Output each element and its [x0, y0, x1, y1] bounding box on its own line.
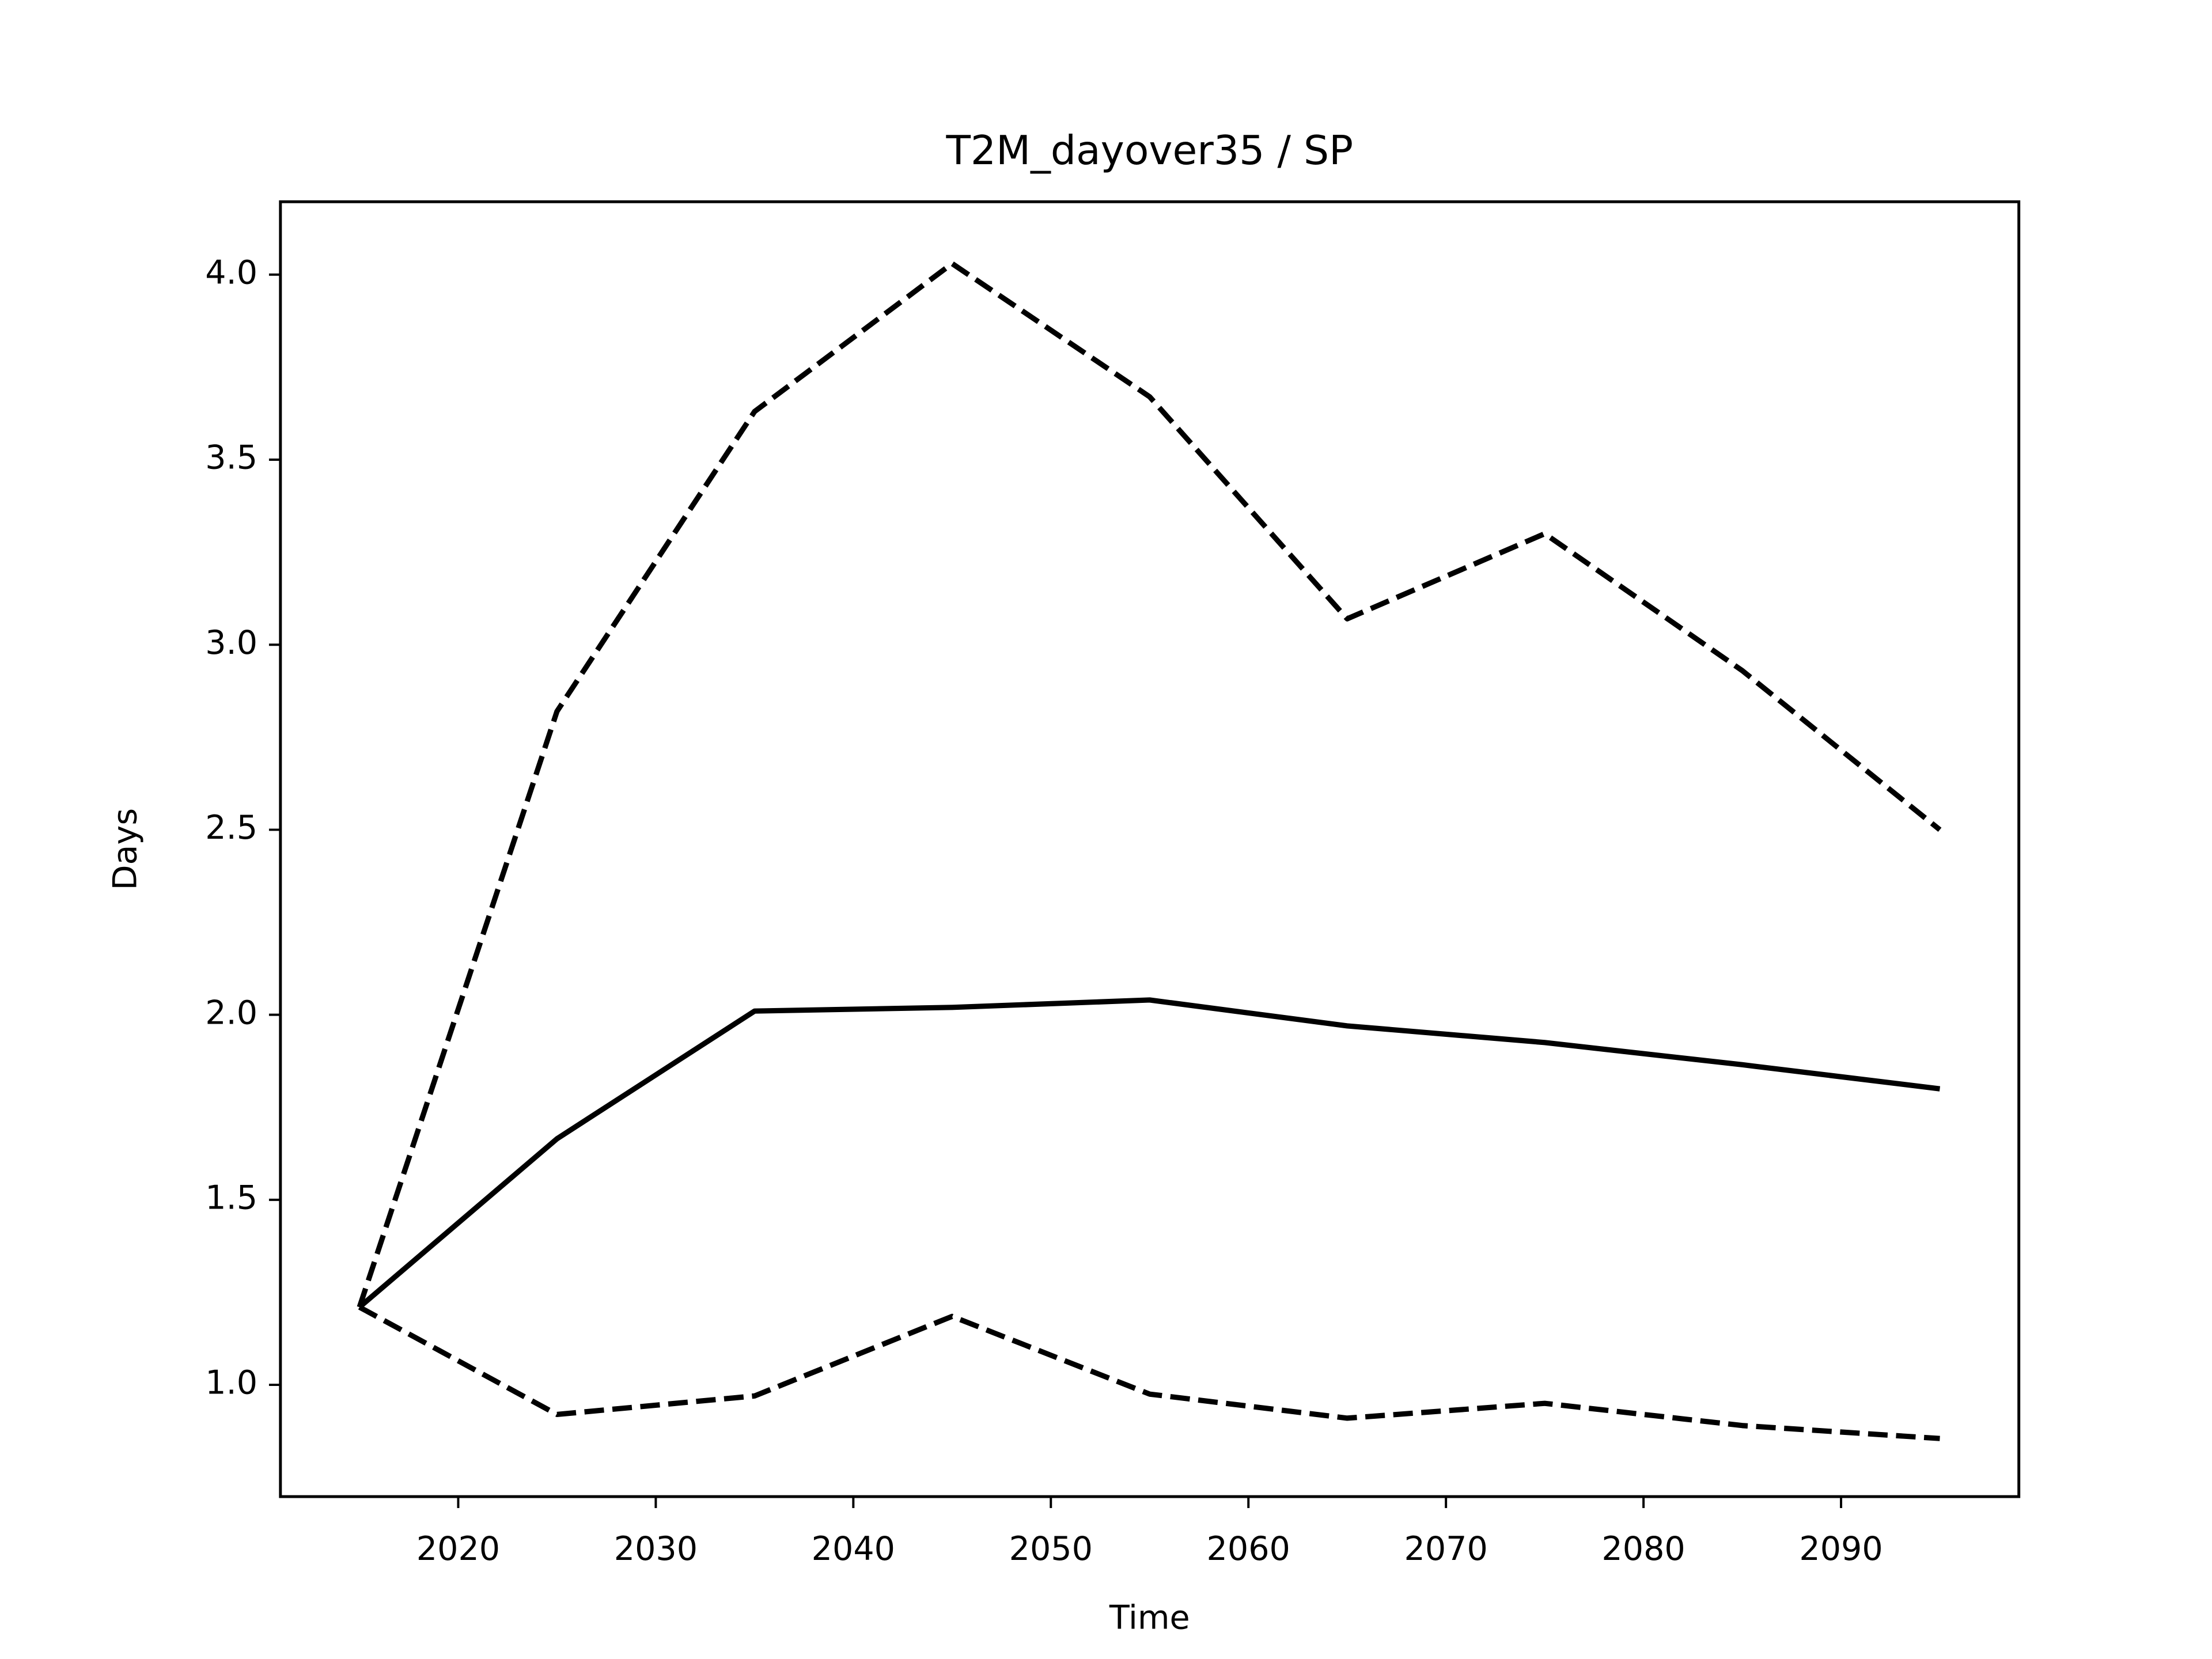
x-tick-label: 2080: [1601, 1530, 1685, 1568]
y-axis-label: Days: [107, 808, 145, 891]
y-tick-label: 3.0: [205, 624, 257, 662]
y-tick-label: 1.0: [205, 1364, 257, 1402]
y-tick-label: 1.5: [205, 1179, 257, 1217]
x-tick-label: 2060: [1207, 1530, 1290, 1568]
x-tick-label: 2040: [812, 1530, 895, 1568]
chart-title: T2M_dayover35 / SP: [945, 127, 1353, 174]
y-tick-label: 2.0: [205, 994, 257, 1032]
y-tick-label: 2.5: [205, 809, 257, 847]
data-line: [357, 260, 1942, 1308]
x-tick-label: 2030: [614, 1530, 698, 1568]
x-tick-label: 2050: [1009, 1530, 1093, 1568]
y-tick-label: 4.0: [205, 253, 257, 291]
x-tick-label: 2020: [416, 1530, 500, 1568]
y-tick-label: 3.5: [205, 439, 257, 477]
plot-frame: [279, 200, 2021, 1498]
x-tick-label: 2090: [1799, 1530, 1883, 1568]
data-line: [358, 1305, 1940, 1441]
x-tick-label: 2070: [1404, 1530, 1487, 1568]
data-line: [358, 997, 1941, 1309]
x-axis-label: Time: [1109, 1599, 1190, 1637]
